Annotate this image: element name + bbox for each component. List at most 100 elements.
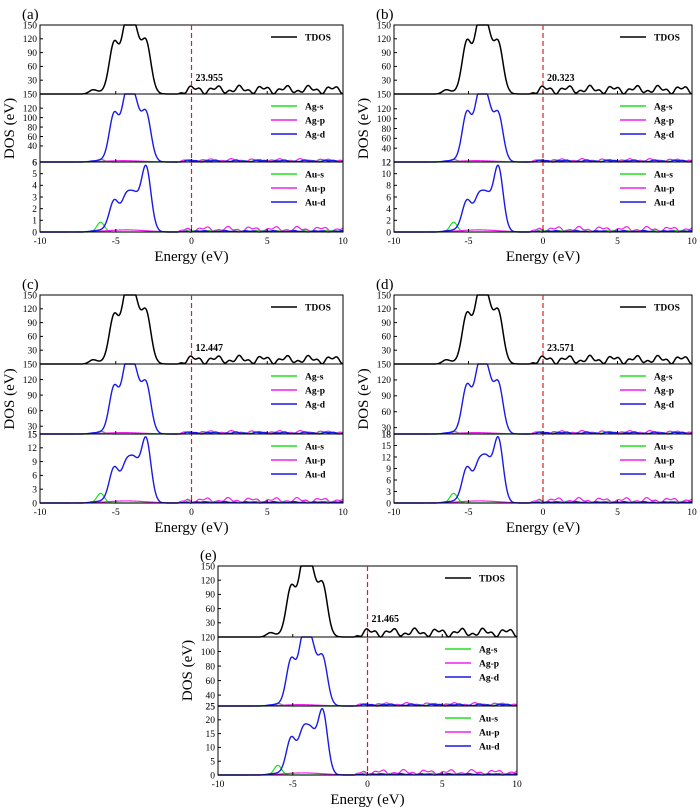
y-tick-label: 120 bbox=[377, 305, 392, 315]
x-tick-label: 0 bbox=[365, 780, 370, 790]
x-tick-label: -5 bbox=[112, 237, 120, 247]
legend: Ag-s Ag-p Ag-d bbox=[620, 102, 675, 140]
y-tick-label: 6 bbox=[32, 472, 37, 482]
x-tick-label: 5 bbox=[440, 780, 445, 790]
y-tick-label: 3 bbox=[32, 486, 37, 496]
x-tick-label: 5 bbox=[265, 237, 270, 247]
legend: TDOS bbox=[271, 303, 331, 313]
x-tick-label: -5 bbox=[465, 508, 473, 518]
y-tick-label: 150 bbox=[377, 291, 392, 301]
y-tick-label: 6 bbox=[386, 193, 391, 203]
y-tick-label: 90 bbox=[206, 591, 216, 601]
y-tick-label: 4 bbox=[386, 205, 391, 215]
y-tick-label: 30 bbox=[382, 347, 392, 357]
y-tick-label: 4 bbox=[32, 182, 37, 192]
x-tick-label: -10 bbox=[34, 237, 47, 247]
legend: Au-s Au-p Au-d bbox=[271, 442, 326, 480]
subplot-frame bbox=[39, 433, 344, 504]
subplot-3: 0 5 10 15 20 25 Au-s Au-p Au-d bbox=[206, 702, 518, 781]
legend-entry: Au-s bbox=[305, 170, 324, 180]
subplot-1: 30 60 90 120 150 TDOS bbox=[23, 21, 344, 95]
y-tick-label: 150 bbox=[23, 21, 38, 31]
legend-entry: TDOS bbox=[305, 303, 331, 313]
legend-entry: Au-s bbox=[654, 170, 673, 180]
y-tick-label: 30 bbox=[382, 77, 392, 87]
y-tick-label: 120 bbox=[23, 376, 38, 386]
x-tick-label: 0 bbox=[189, 508, 194, 518]
y-tick-label: 120 bbox=[201, 633, 216, 643]
legend: Ag-s Ag-p Ag-d bbox=[271, 372, 326, 410]
y-tick-label: 0 bbox=[32, 499, 37, 509]
legend-entry: TDOS bbox=[305, 33, 331, 43]
legend-entry: TDOS bbox=[479, 574, 505, 584]
subplot-1: 30 60 90 120 150 TDOS bbox=[201, 562, 518, 638]
legend-entry: Ag-d bbox=[305, 400, 326, 410]
y-tick-label: 150 bbox=[23, 291, 38, 301]
legend-entry: Ag-d bbox=[305, 130, 326, 140]
y-tick-label: 2 bbox=[32, 205, 37, 215]
legend: Au-s Au-p Au-d bbox=[620, 442, 675, 480]
au-d-line bbox=[39, 436, 344, 504]
y-tick-label: 18 bbox=[382, 430, 392, 440]
y-tick-label: 150 bbox=[377, 90, 392, 100]
panel-d: (d)306090120150TDOS18306090120150Ag-sAg-… bbox=[356, 277, 697, 536]
subplot-1: 30 60 90 120 150 TDOS bbox=[377, 291, 693, 365]
x-axis-title: Energy (eV) bbox=[154, 520, 228, 536]
y-tick-label: 120 bbox=[377, 105, 392, 115]
au-d-line bbox=[393, 435, 693, 504]
y-tick-label: 100 bbox=[23, 114, 38, 124]
y-tick-label: 60 bbox=[206, 605, 216, 615]
x-axis-title: Energy (eV) bbox=[506, 520, 580, 536]
legend-entry: Ag-p bbox=[305, 116, 325, 126]
x-axis-title: Energy (eV) bbox=[154, 249, 228, 265]
y-tick-label: 25 bbox=[206, 702, 216, 712]
subplot-3: 02 4 68 10 12 Au-s Au-p Au-d bbox=[382, 158, 693, 238]
legend-entry: Au-s bbox=[654, 442, 673, 452]
y-tick-label: 1 bbox=[32, 217, 37, 227]
y-tick-label: 90 bbox=[382, 49, 392, 59]
legend-entry: Ag-d bbox=[479, 673, 500, 683]
panel-c: (c)306090120150TDOS15306090120150Ag-sAg-… bbox=[2, 277, 348, 536]
y-tick-label: 150 bbox=[23, 90, 38, 100]
fermi-dos-value: 21.465 bbox=[372, 614, 400, 625]
panel-b: (b)306090120150TDOS12406080100120150Ag-s… bbox=[356, 7, 697, 265]
fermi-dos-value: 23.955 bbox=[196, 73, 224, 84]
y-tick-label: 90 bbox=[28, 49, 38, 59]
x-tick-label: 10 bbox=[338, 237, 348, 247]
y-tick-label: 30 bbox=[28, 347, 38, 357]
legend-entry: Au-p bbox=[654, 184, 675, 194]
y-tick-label: 10 bbox=[382, 170, 392, 180]
y-tick-label: 0 bbox=[32, 228, 37, 238]
y-tick-label: 60 bbox=[382, 408, 392, 418]
legend-entry: Ag-p bbox=[654, 116, 674, 126]
x-tick-label: 10 bbox=[687, 237, 697, 247]
legend-entry: Ag-p bbox=[654, 386, 674, 396]
x-tick-label: 10 bbox=[512, 780, 522, 790]
y-tick-label: 12 bbox=[382, 453, 392, 463]
x-tick-label: -5 bbox=[112, 508, 120, 518]
y-tick-label: 8 bbox=[386, 182, 391, 192]
y-tick-label: 120 bbox=[201, 577, 216, 587]
legend-entry: Ag-s bbox=[654, 372, 673, 382]
y-tick-label: 0 bbox=[386, 499, 391, 509]
x-tick-label: 5 bbox=[615, 508, 620, 518]
legend-entry: Au-p bbox=[305, 456, 326, 466]
subplot-3: 0 3 6 9 12 15 Au-s Au-p Au-d bbox=[28, 430, 344, 509]
y-tick-label: 120 bbox=[377, 376, 392, 386]
x-tick-label: 5 bbox=[615, 237, 620, 247]
y-tick-label: 90 bbox=[382, 319, 392, 329]
legend-entry: Au-d bbox=[479, 742, 500, 752]
y-tick-label: 30 bbox=[28, 77, 38, 87]
y-tick-label: 3 bbox=[32, 193, 37, 203]
legend-entry: Au-d bbox=[305, 198, 326, 208]
y-tick-label: 9 bbox=[386, 465, 391, 475]
legend-entry: Au-p bbox=[654, 456, 675, 466]
panel-label: (d) bbox=[376, 277, 394, 293]
y-tick-label: 90 bbox=[28, 319, 38, 329]
y-tick-label: 120 bbox=[377, 35, 392, 45]
legend: Ag-s Ag-p Ag-d bbox=[620, 372, 675, 410]
legend-entry: Au-d bbox=[654, 470, 675, 480]
y-tick-label: 150 bbox=[377, 360, 392, 370]
